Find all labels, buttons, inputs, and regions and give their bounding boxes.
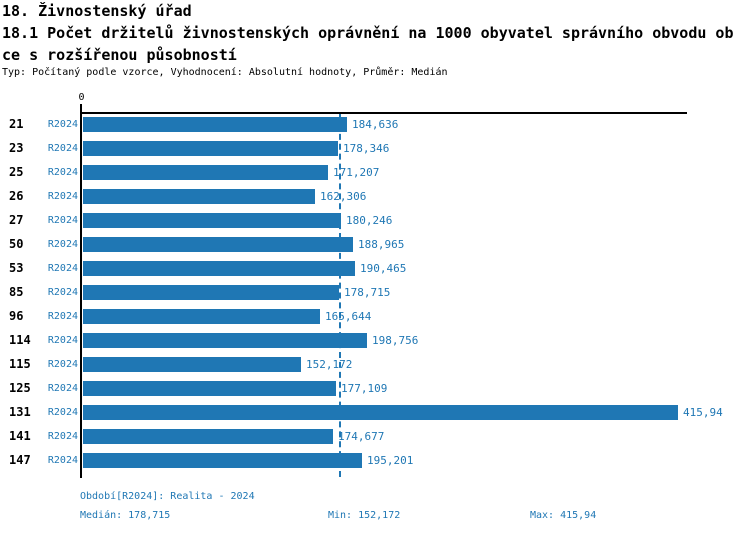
chart-row: 141 R2024 174,677 <box>0 429 750 444</box>
value-bar <box>83 453 362 468</box>
value-bar <box>83 261 355 276</box>
row-period-label: R2024 <box>47 311 78 322</box>
row-period-label: R2024 <box>47 455 78 466</box>
chart-row: 115 R2024 152,172 <box>0 357 750 372</box>
row-category-label: 25 <box>9 165 24 179</box>
value-bar <box>83 189 315 204</box>
median-reference-line <box>339 114 341 477</box>
chart-row: 23 R2024 178,346 <box>0 141 750 156</box>
value-bar <box>83 357 301 372</box>
bar-value-label: 198,756 <box>372 334 419 347</box>
row-period-label: R2024 <box>47 239 78 250</box>
footer-period-legend: Období[R2024]: Realita - 2024 <box>80 491 255 502</box>
bar-value-label: 162,306 <box>320 190 367 203</box>
value-bar <box>83 333 367 348</box>
row-period-label: R2024 <box>47 263 78 274</box>
value-bar <box>83 429 333 444</box>
row-period-label: R2024 <box>47 359 78 370</box>
bar-value-label: 177,109 <box>341 382 388 395</box>
value-bar <box>83 285 339 300</box>
chart-row: 53 R2024 190,465 <box>0 261 750 276</box>
chart-row: 114 R2024 198,756 <box>0 333 750 348</box>
chart-row: 21 R2024 184,636 <box>0 117 750 132</box>
row-period-label: R2024 <box>47 119 78 130</box>
axis-zero-tick-label: 0 <box>78 92 85 103</box>
value-bar <box>83 141 338 156</box>
indicator-title-line1: 18.1 Počet držitelů živnostenských opráv… <box>2 24 734 42</box>
row-category-label: 50 <box>9 237 24 251</box>
row-category-label: 131 <box>9 405 31 419</box>
row-category-label: 27 <box>9 213 24 227</box>
bar-value-label: 195,201 <box>367 454 414 467</box>
chart-row: 25 R2024 171,207 <box>0 165 750 180</box>
footer-min-value: Min: 152,172 <box>328 510 401 521</box>
footer-median-value: Medián: 178,715 <box>80 510 171 521</box>
value-bar <box>83 213 341 228</box>
row-category-label: 23 <box>9 141 24 155</box>
row-period-label: R2024 <box>47 215 78 226</box>
chart-row: 125 R2024 177,109 <box>0 381 750 396</box>
y-axis-line <box>80 104 82 478</box>
value-bar <box>83 117 347 132</box>
value-bar <box>83 165 328 180</box>
value-bar <box>83 405 678 420</box>
chart-row: 96 R2024 165,644 <box>0 309 750 324</box>
chart-row: 131 R2024 415,94 <box>0 405 750 420</box>
bar-value-label: 415,94 <box>683 406 723 419</box>
indicator-title-line2: ce s rozšířenou působností <box>2 46 237 64</box>
bar-value-label: 190,465 <box>360 262 407 275</box>
row-category-label: 26 <box>9 189 24 203</box>
row-period-label: R2024 <box>47 407 78 418</box>
bar-value-label: 152,172 <box>306 358 353 371</box>
row-period-label: R2024 <box>47 335 78 346</box>
row-category-label: 96 <box>9 309 24 323</box>
value-bar <box>83 381 336 396</box>
row-category-label: 85 <box>9 285 24 299</box>
row-category-label: 21 <box>9 117 24 131</box>
bar-value-label: 184,636 <box>352 118 399 131</box>
report-title: 18. Živnostenský úřad <box>2 2 192 20</box>
footer-max-value: Max: 415,94 <box>530 510 597 521</box>
chart-row: 50 R2024 188,965 <box>0 237 750 252</box>
indicator-meta: Typ: Počítaný podle vzorce, Vyhodnocení:… <box>2 67 448 78</box>
chart-row: 26 R2024 162,306 <box>0 189 750 204</box>
row-period-label: R2024 <box>47 167 78 178</box>
bar-value-label: 165,644 <box>325 310 372 323</box>
row-period-label: R2024 <box>47 431 78 442</box>
bar-value-label: 188,965 <box>358 238 405 251</box>
chart-row: 85 R2024 178,715 <box>0 285 750 300</box>
bar-value-label: 180,246 <box>346 214 393 227</box>
row-period-label: R2024 <box>47 287 78 298</box>
row-category-label: 141 <box>9 429 31 443</box>
chart-row: 147 R2024 195,201 <box>0 453 750 468</box>
bar-value-label: 178,346 <box>343 142 390 155</box>
row-category-label: 115 <box>9 357 31 371</box>
row-period-label: R2024 <box>47 383 78 394</box>
row-period-label: R2024 <box>47 191 78 202</box>
row-period-label: R2024 <box>47 143 78 154</box>
bar-value-label: 174,677 <box>338 430 385 443</box>
row-category-label: 147 <box>9 453 31 467</box>
value-bar <box>83 309 320 324</box>
chart-row: 27 R2024 180,246 <box>0 213 750 228</box>
row-category-label: 53 <box>9 261 24 275</box>
value-bar <box>83 237 353 252</box>
row-category-label: 125 <box>9 381 31 395</box>
bar-value-label: 178,715 <box>344 286 391 299</box>
bar-value-label: 171,207 <box>333 166 380 179</box>
plot-top-border <box>81 112 687 114</box>
row-category-label: 114 <box>9 333 31 347</box>
